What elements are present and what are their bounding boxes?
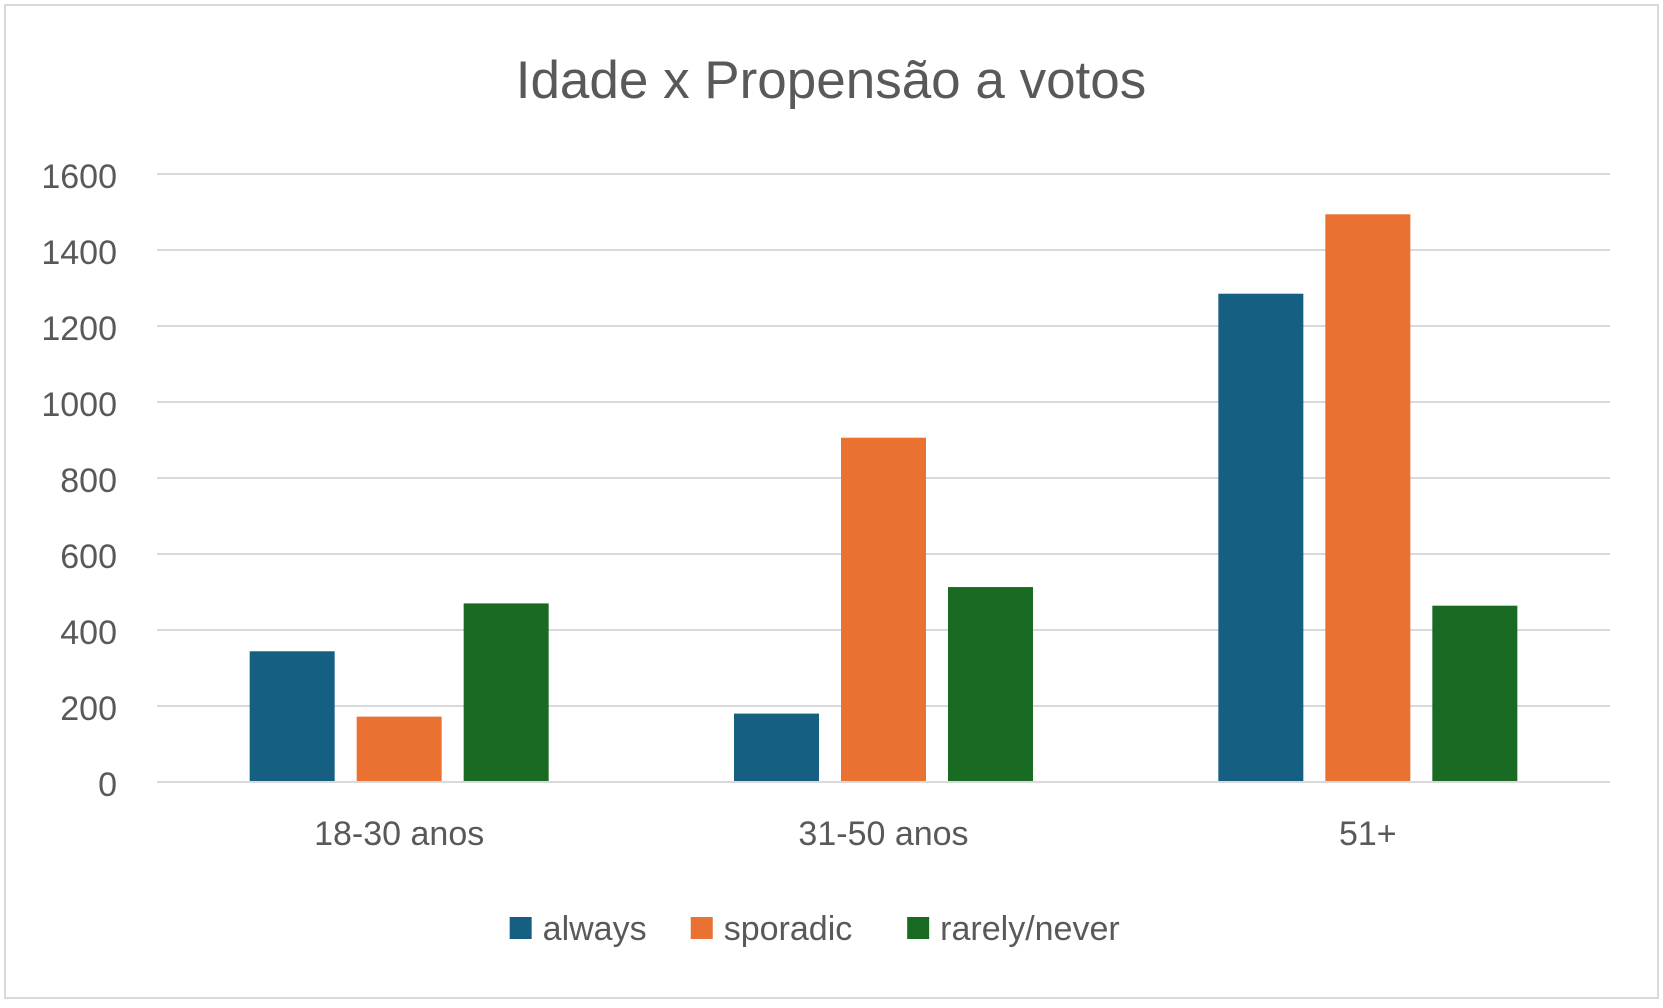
legend: always sporadic rarely/never: [509, 910, 1120, 948]
y-tick-label: 0: [98, 766, 117, 804]
x-tick-label: 51+: [1339, 815, 1397, 853]
legend-label: always: [543, 910, 647, 948]
x-axis-tick-labels: 18-30 anos 31-50 anos 51+: [314, 815, 1397, 853]
legend-label: rarely/never: [940, 910, 1120, 948]
y-tick-label: 1000: [41, 386, 117, 424]
y-tick-label: 1200: [41, 310, 117, 348]
x-tick-label: 31-50 anos: [798, 815, 968, 853]
legend-item-sporadic: sporadic: [690, 910, 853, 948]
bar-rarely-never-1: [463, 603, 549, 782]
y-tick-label: 200: [60, 690, 117, 728]
bar-always-3: [1218, 293, 1304, 782]
bars: [249, 214, 1518, 782]
y-axis-tick-labels: 0 200 400 600 800 1000 1200 1400 1600: [41, 158, 117, 804]
bar-sporadic-1: [356, 716, 442, 782]
bar-rarely-never-3: [1432, 605, 1518, 782]
y-tick-label: 1400: [41, 234, 117, 272]
x-tick-label: 18-30 anos: [314, 815, 484, 853]
bar-sporadic-3: [1325, 214, 1411, 782]
chart-title: Idade x Propensão a votos: [516, 51, 1147, 110]
legend-swatch: [907, 917, 930, 939]
legend-label: sporadic: [724, 910, 853, 948]
legend-swatch: [509, 917, 532, 939]
bar-always-1: [249, 651, 335, 782]
legend-item-always: always: [509, 910, 647, 948]
y-tick-label: 1600: [41, 158, 117, 196]
y-tick-label: 800: [60, 462, 117, 500]
legend-item-rarely-never: rarely/never: [907, 910, 1120, 948]
bar-sporadic-2: [841, 437, 926, 782]
y-tick-label: 400: [60, 614, 117, 652]
bar-rarely-never-2: [948, 587, 1033, 782]
bar-always-2: [734, 713, 819, 782]
legend-swatch: [690, 917, 713, 939]
y-tick-label: 600: [60, 538, 117, 576]
